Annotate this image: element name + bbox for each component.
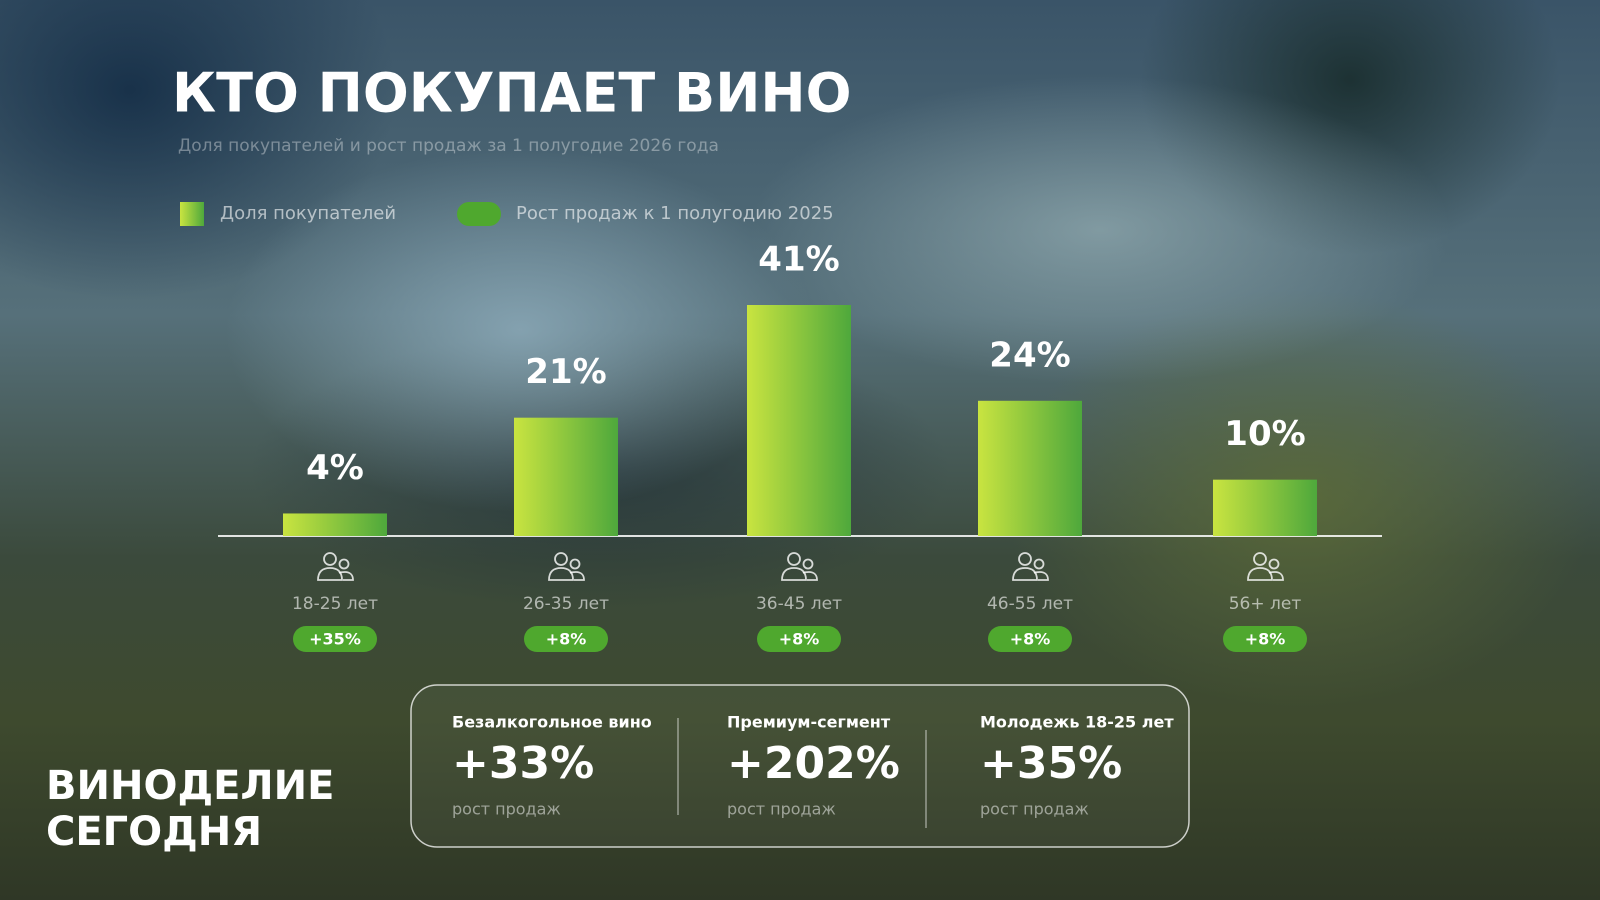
icon-part	[569, 558, 581, 570]
value-label: 24%	[989, 335, 1070, 375]
category-label: 56+ лет	[1229, 594, 1302, 614]
stats: Безалкогольное вино +33% рост продаж Премиу…	[452, 713, 1174, 819]
icon-part	[338, 558, 350, 570]
stat-caption: рост продаж	[452, 800, 561, 819]
stat-label: Молодежь 18-25 лет	[980, 713, 1174, 732]
icon-part	[569, 571, 585, 581]
value-label: 4%	[306, 448, 364, 488]
growth-badge	[757, 626, 841, 652]
category-label: 46-55 лет	[987, 594, 1073, 614]
legend-swatch	[180, 202, 204, 226]
category-label: 36-45 лет	[756, 594, 842, 614]
category-label: 26-35 лет	[523, 594, 609, 614]
people-icon	[317, 552, 354, 581]
people-icon	[1247, 552, 1284, 581]
brand: СЕГОДНЯ	[46, 809, 262, 855]
icon-part	[1247, 567, 1273, 581]
bar	[978, 400, 1082, 536]
bar	[283, 513, 387, 536]
bar	[747, 305, 851, 536]
icon-part	[548, 567, 574, 581]
icon-part	[1012, 567, 1038, 581]
icon-part	[781, 567, 807, 581]
growth-label: +8%	[1010, 630, 1051, 649]
growth-label: +8%	[546, 630, 587, 649]
chart-title: КТО ПОКУПАЕТ ВИНО	[172, 62, 852, 125]
icon-part	[323, 552, 337, 566]
growth-label: +8%	[779, 630, 820, 649]
stat-value: +35%	[980, 738, 1122, 789]
legend-label: Доля покупателей	[220, 203, 396, 224]
value-label: 21%	[525, 352, 606, 392]
legend-swatch	[457, 202, 501, 226]
growth-label: +35%	[309, 630, 361, 649]
growth-label: +8%	[1245, 630, 1286, 649]
stat-caption: рост продаж	[727, 800, 836, 819]
icon-part	[802, 571, 818, 581]
icon-part	[554, 552, 568, 566]
people-icon	[781, 552, 818, 581]
bar	[1213, 479, 1317, 536]
people-icon	[548, 552, 585, 581]
icon-part	[1268, 571, 1284, 581]
brand: ВИНОДЕЛИЕ	[46, 763, 334, 809]
value-label: 41%	[758, 240, 839, 280]
icon-part	[1033, 571, 1049, 581]
stat-caption: рост продаж	[980, 800, 1089, 819]
stat-label: Премиум-сегмент	[727, 713, 891, 732]
stat-label: Безалкогольное вино	[452, 713, 652, 732]
growth-badge	[524, 626, 608, 652]
icon-part	[338, 571, 354, 581]
category-label: 18-25 лет	[292, 594, 378, 614]
icon-part	[1033, 558, 1045, 570]
icon-part	[802, 558, 814, 570]
icon-part	[317, 567, 343, 581]
stat-value: +202%	[727, 738, 900, 789]
growth-badge	[988, 626, 1072, 652]
growth-badge	[293, 626, 377, 652]
icon-part	[1018, 552, 1032, 566]
icon-part	[787, 552, 801, 566]
legend-label: Рост продаж к 1 полугодию 2025	[516, 203, 834, 224]
icon-part	[1268, 558, 1280, 570]
bar	[514, 417, 618, 536]
growth-badge	[1223, 626, 1307, 652]
icon-part	[1253, 552, 1267, 566]
people-icon	[1012, 552, 1049, 581]
value-label: 10%	[1224, 414, 1305, 454]
stat-value: +33%	[452, 738, 594, 789]
stats-panel	[410, 684, 1190, 848]
chart-subtitle: Доля покупателей и рост продаж за 1 полу…	[178, 136, 719, 156]
